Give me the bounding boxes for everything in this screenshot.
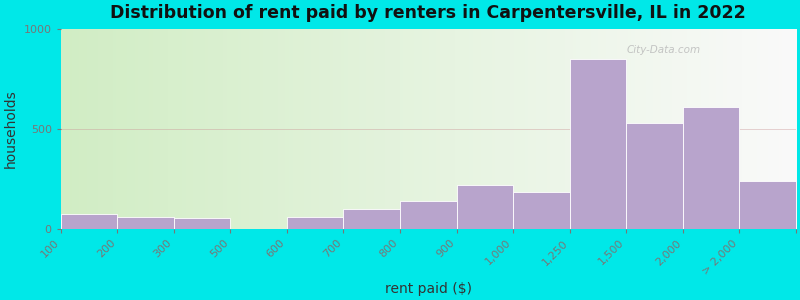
Bar (457, 185, 513, 229)
Bar (626, 123, 682, 229)
Bar (682, 107, 739, 229)
X-axis label: rent paid ($): rent paid ($) (385, 282, 472, 296)
Text: City-Data.com: City-Data.com (626, 45, 701, 55)
Bar (287, 217, 343, 229)
Bar (174, 218, 230, 229)
Title: Distribution of rent paid by renters in Carpentersville, IL in 2022: Distribution of rent paid by renters in … (110, 4, 746, 22)
Bar (570, 59, 626, 229)
Bar (343, 209, 400, 229)
Bar (61, 214, 118, 229)
Bar (118, 217, 174, 229)
Y-axis label: households: households (4, 90, 18, 168)
Bar (739, 181, 796, 229)
Bar (513, 192, 570, 229)
Bar (400, 201, 457, 229)
